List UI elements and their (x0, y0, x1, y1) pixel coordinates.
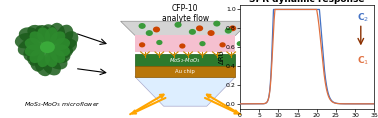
Ellipse shape (59, 31, 78, 50)
Circle shape (139, 42, 145, 47)
Ellipse shape (42, 24, 59, 45)
Ellipse shape (51, 44, 73, 59)
Circle shape (153, 27, 160, 32)
Ellipse shape (19, 27, 41, 43)
Circle shape (156, 40, 163, 45)
Circle shape (189, 29, 196, 35)
Circle shape (237, 41, 243, 46)
Ellipse shape (46, 53, 68, 70)
Ellipse shape (25, 38, 42, 50)
Ellipse shape (18, 39, 39, 56)
Ellipse shape (15, 33, 37, 48)
Ellipse shape (49, 23, 65, 44)
Ellipse shape (50, 31, 65, 46)
Text: MoS$_2$-MoO$_3$: MoS$_2$-MoO$_3$ (169, 56, 201, 65)
Ellipse shape (25, 44, 42, 56)
Circle shape (138, 23, 146, 29)
Ellipse shape (37, 27, 50, 43)
Title: SPR dynamic response: SPR dynamic response (249, 0, 365, 4)
Ellipse shape (30, 50, 46, 72)
Ellipse shape (29, 31, 45, 46)
Text: Au chip: Au chip (175, 69, 195, 74)
Ellipse shape (23, 42, 42, 61)
Polygon shape (135, 77, 235, 106)
Text: C$_2$: C$_2$ (357, 12, 369, 25)
Ellipse shape (29, 49, 45, 63)
Ellipse shape (56, 25, 73, 45)
Circle shape (225, 28, 232, 34)
Ellipse shape (45, 51, 57, 67)
Ellipse shape (40, 41, 55, 53)
Ellipse shape (27, 25, 48, 42)
Circle shape (229, 25, 236, 31)
Ellipse shape (56, 39, 77, 56)
Ellipse shape (48, 48, 70, 63)
Circle shape (196, 25, 203, 31)
Ellipse shape (45, 27, 57, 43)
Ellipse shape (53, 38, 70, 50)
Circle shape (199, 41, 206, 46)
Ellipse shape (35, 56, 52, 76)
Circle shape (146, 30, 153, 36)
Bar (135, 54, 235, 66)
Circle shape (174, 22, 181, 28)
Ellipse shape (42, 56, 61, 75)
Ellipse shape (50, 49, 65, 63)
Circle shape (219, 42, 226, 47)
Text: C$_1$: C$_1$ (357, 55, 369, 67)
Circle shape (208, 30, 215, 36)
Circle shape (213, 21, 220, 27)
Bar (135, 66, 235, 77)
Circle shape (179, 43, 186, 49)
Text: analyte flow: analyte flow (162, 14, 209, 23)
Ellipse shape (53, 44, 70, 56)
Ellipse shape (35, 25, 54, 44)
Text: CFP-10: CFP-10 (172, 4, 198, 13)
Polygon shape (121, 21, 250, 35)
Y-axis label: ΔRU: ΔRU (218, 49, 225, 64)
Ellipse shape (27, 45, 44, 66)
Ellipse shape (37, 51, 50, 67)
Bar (135, 35, 235, 52)
Text: MoS$_2$-MoO$_3$ microflower: MoS$_2$-MoO$_3$ microflower (24, 100, 101, 109)
